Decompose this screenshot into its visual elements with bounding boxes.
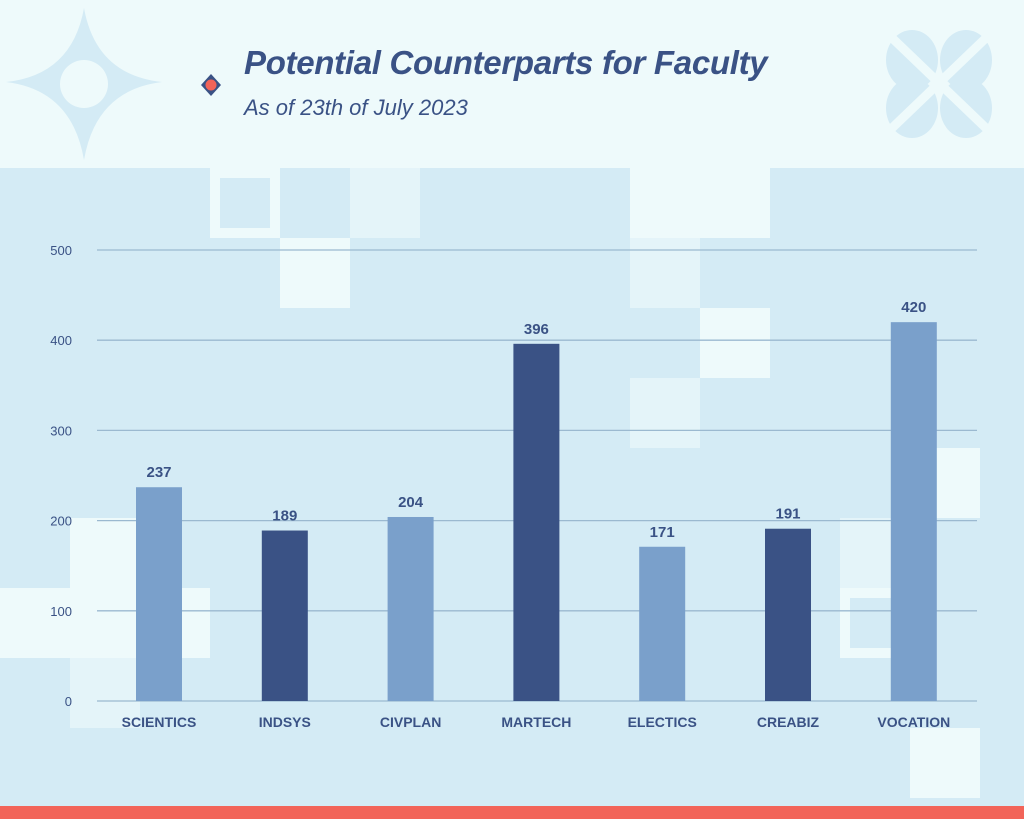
bar-vocation bbox=[890, 322, 937, 701]
x-tick-label: ELECTICS bbox=[628, 714, 697, 730]
bar-scientics bbox=[136, 487, 182, 701]
x-tick-label: INDSYS bbox=[259, 714, 311, 730]
bar-creabiz bbox=[765, 528, 811, 701]
data-label: 191 bbox=[775, 506, 800, 523]
data-label: 204 bbox=[398, 494, 424, 511]
x-tick-label: CREABIZ bbox=[757, 714, 820, 730]
y-tick-label: 200 bbox=[50, 514, 72, 529]
y-tick-label: 500 bbox=[50, 243, 72, 258]
decor-tile bbox=[700, 308, 770, 378]
data-label: 189 bbox=[272, 508, 297, 525]
bottom-accent-stripe bbox=[0, 806, 1024, 819]
bar-martech bbox=[513, 343, 560, 701]
data-label: 420 bbox=[901, 299, 926, 316]
decor-tile bbox=[630, 168, 770, 238]
decor-tile bbox=[210, 168, 280, 238]
decor-tile bbox=[910, 728, 980, 798]
diamond-bullet-icon bbox=[201, 74, 221, 96]
decor-tile bbox=[70, 518, 140, 588]
chart-title: Potential Counterparts for Faculty bbox=[244, 44, 768, 81]
data-label: 396 bbox=[524, 321, 549, 338]
x-tick-label: SCIENTICS bbox=[122, 714, 197, 730]
chart-subtitle: As of 23th of July 2023 bbox=[244, 95, 468, 120]
y-tick-label: 300 bbox=[50, 423, 72, 438]
decor-tile bbox=[630, 378, 700, 448]
decor-tile bbox=[70, 658, 140, 728]
bar-civplan bbox=[387, 516, 434, 701]
decor-tile bbox=[350, 168, 420, 238]
y-tick-label: 100 bbox=[50, 604, 72, 619]
x-tick-label: MARTECH bbox=[501, 714, 571, 730]
x-tick-label: CIVPLAN bbox=[380, 714, 441, 730]
y-tick-label: 400 bbox=[50, 333, 72, 348]
header-decorations bbox=[6, 8, 992, 160]
y-tick-label: 0 bbox=[65, 694, 72, 709]
data-label: 237 bbox=[146, 464, 171, 481]
bar-electics bbox=[639, 546, 686, 701]
x-tick-label: VOCATION bbox=[877, 714, 950, 730]
cross-flower-decoration-icon bbox=[886, 30, 992, 138]
header-band bbox=[0, 0, 1024, 168]
bar-indsys bbox=[261, 530, 308, 701]
data-label: 171 bbox=[650, 524, 675, 541]
